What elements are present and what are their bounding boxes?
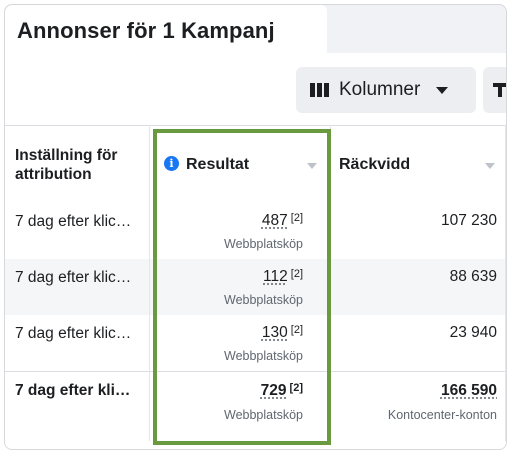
reach-value: 88 639 <box>449 268 497 285</box>
sort-caret-icon[interactable] <box>485 163 495 169</box>
result-type: Webbplatsköp <box>224 349 303 363</box>
attribution-header-label: Inställning för attribution <box>15 147 118 183</box>
attribution-setting: 7 dag efter klic… <box>15 213 132 230</box>
info-icon[interactable]: i <box>164 156 179 171</box>
results-header-label: Resultat <box>186 156 250 173</box>
table-total-row: 7 dag efter kli… 729 [2] Webbplatsköp 166… <box>5 371 506 441</box>
result-value[interactable]: 487 [2] <box>261 212 303 229</box>
reach-value: 107 230 <box>440 212 497 229</box>
ads-table-panel: Kolumner Inställning för attribution i R… <box>5 53 506 449</box>
result-type: Webbplatsköp <box>224 237 303 251</box>
ads-panel: Annonser för 1 Kampanj Kolumner Inställn… <box>4 4 507 450</box>
table-row[interactable]: 7 dag efter klic… 130 [2] Webbplatsköp 23… <box>5 315 506 371</box>
caret-down-icon <box>436 86 449 94</box>
total-result-type: Webbplatsköp <box>224 408 303 422</box>
table-row[interactable]: 7 dag efter klic… 112 [2] Webbplatsköp 88… <box>5 259 506 315</box>
tab-ads[interactable]: Annonser för 1 Kampanj <box>5 5 327 53</box>
reach-header-label: Räckvidd <box>339 156 411 173</box>
result-value[interactable]: 112 [2] <box>263 268 303 285</box>
reach-value: 23 940 <box>449 324 497 341</box>
attribution-setting: 7 dag efter klic… <box>15 325 132 342</box>
column-header-reach[interactable]: Räckvidd <box>335 126 503 202</box>
breakdown-button[interactable] <box>483 67 506 113</box>
total-reach-value[interactable]: 166 590 <box>440 382 497 399</box>
table-header-row: Inställning för attribution i Resultat R… <box>5 126 506 202</box>
column-header-results[interactable]: i Resultat <box>155 126 325 202</box>
columns-label: Kolumner <box>339 79 421 100</box>
table-top-divider <box>5 125 506 126</box>
result-value[interactable]: 130 [2] <box>261 324 303 341</box>
column-divider <box>330 125 331 441</box>
column-divider <box>149 125 150 441</box>
total-reach-type: Kontocenter-konton <box>387 408 497 422</box>
total-result-value[interactable]: 729 [2] <box>260 382 303 399</box>
total-attribution-setting: 7 dag efter kli… <box>15 382 131 399</box>
attribution-setting: 7 dag efter klic… <box>15 269 132 286</box>
table-row[interactable]: 7 dag efter klic… 487 [2] Webbplatsköp 10… <box>5 203 506 259</box>
columns-button[interactable]: Kolumner <box>296 67 476 113</box>
tab-title: Annonser för 1 Kampanj <box>17 18 275 43</box>
column-header-attribution[interactable]: Inställning för attribution <box>15 126 149 202</box>
columns-icon <box>310 83 329 97</box>
result-type: Webbplatsköp <box>224 293 303 307</box>
sort-caret-icon[interactable] <box>307 163 317 169</box>
column-divider <box>505 125 506 441</box>
breakdown-icon <box>493 83 506 97</box>
